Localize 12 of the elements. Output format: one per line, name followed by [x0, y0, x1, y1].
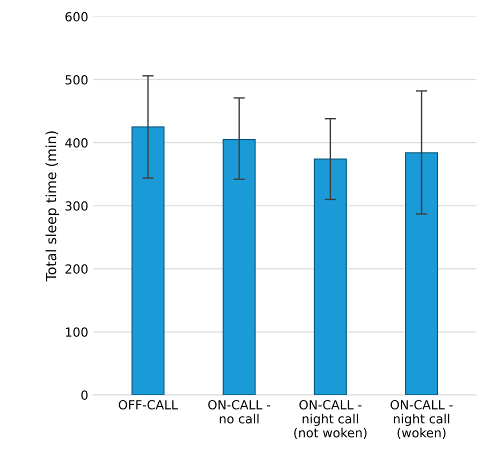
y-tick-label: 200: [65, 264, 88, 274]
x-tick-label: ON-CALL - night call (woken): [390, 400, 453, 439]
y-tick-label: 600: [65, 12, 88, 22]
x-tick-label: ON-CALL - no call: [208, 400, 270, 424]
y-tick-label: 300: [66, 201, 88, 211]
y-tick-label: 500: [66, 75, 88, 85]
y-tick-label: 0: [81, 390, 88, 400]
y-axis-title: Total sleep time (min): [46, 131, 60, 282]
y-tick-label: 100: [66, 327, 88, 337]
y-tick-label: 400: [65, 138, 88, 148]
x-tick-label: ON-CALL - night call (not woken): [294, 400, 367, 439]
x-tick-label: OFF-CALL: [118, 400, 178, 410]
